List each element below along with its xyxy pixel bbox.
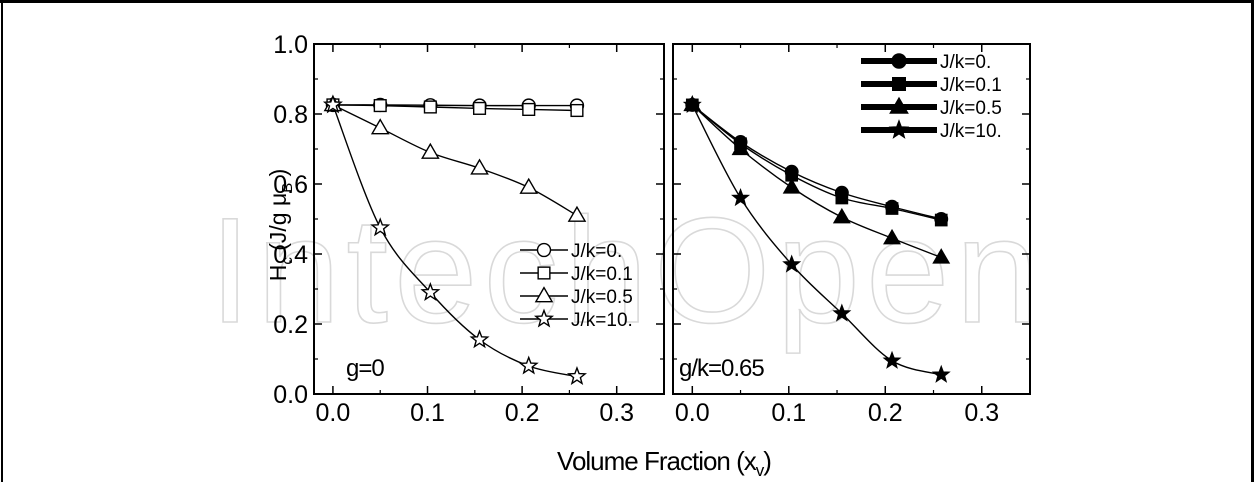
x-tick-label: 0.2	[505, 399, 540, 427]
data-point	[832, 303, 852, 322]
x-tick-label: 0.1	[771, 399, 806, 427]
data-point	[421, 142, 440, 159]
data-point	[883, 228, 901, 245]
y-axis: 0.0 0.2 0.4 0.6 0.8 1.0	[273, 31, 664, 409]
data-point	[370, 118, 390, 135]
data-point	[885, 202, 899, 215]
y-tick-label: 0.4	[273, 241, 308, 269]
series-square	[326, 98, 584, 118]
data-point	[373, 99, 387, 113]
data-point	[423, 100, 437, 114]
legend-marker-star	[533, 308, 555, 328]
legend-label: J/k=0.1	[940, 75, 1002, 96]
legend-label: J/k=0.	[940, 52, 991, 73]
x-axis: 0.0 0.1 0.2 0.3	[316, 44, 634, 427]
data-point	[782, 254, 802, 273]
legend: J/k=0.J/k=0.1J/k=0.5J/k=10.	[861, 52, 1002, 142]
legend-label: J/k=0.	[571, 241, 622, 262]
data-point	[782, 178, 801, 194]
y-tick-label: 0.2	[273, 311, 308, 339]
panel-label: g=0	[346, 355, 384, 382]
data-point	[731, 139, 750, 156]
data-point	[519, 177, 539, 194]
legend-marker-circle	[891, 53, 907, 69]
data-point	[570, 103, 584, 118]
legend-marker-square	[537, 266, 551, 280]
panel-left: 0.0 0.1 0.2 0.30.00.20.40.60.81.0J/k=0.J/k=…	[273, 31, 665, 427]
data-point	[934, 213, 948, 227]
x-tick-label: 0.0	[675, 399, 710, 427]
data-point	[731, 188, 751, 207]
data-point	[522, 102, 536, 116]
legend-marker-square	[892, 77, 906, 91]
y-tick-label: 0.0	[273, 381, 308, 409]
legend-marker-star	[888, 119, 910, 139]
x-axis: 0.0 0.1 0.2 0.3	[675, 44, 999, 427]
data-point	[566, 365, 587, 386]
legend-label: J/k=10.	[940, 121, 1002, 142]
y-tick-label: 0.6	[273, 171, 308, 199]
data-point	[469, 329, 490, 349]
legend-marker-triangle	[889, 96, 909, 114]
data-point	[832, 207, 851, 224]
legend-label: J/k=0.5	[571, 287, 633, 308]
legend-label: J/k=0.1	[571, 264, 633, 285]
series-star	[322, 94, 587, 386]
panel-label: g/k=0.65	[679, 355, 764, 382]
data-point	[882, 350, 902, 369]
data-point	[420, 281, 441, 302]
panel-right: 0.0 0.1 0.2 0.3 J/k=0.J/k=0.1J/k=0.5J/k=10. g…	[672, 43, 1031, 427]
data-point	[470, 158, 489, 175]
data-point	[682, 94, 702, 113]
watermark: IntechOpen	[209, 186, 1045, 354]
y-tick-label: 1.0	[273, 31, 308, 59]
legend-marker-circle	[536, 242, 552, 258]
y-axis	[673, 43, 1030, 395]
data-point	[518, 355, 539, 375]
series-triangle	[683, 95, 951, 264]
x-tick-label: 0.1	[410, 399, 445, 427]
data-point	[370, 217, 391, 237]
data-point	[835, 191, 849, 205]
data-point	[931, 364, 951, 383]
legend-label: J/k=10.	[571, 310, 633, 331]
data-point	[932, 248, 951, 264]
x-tick-label: 0.3	[964, 399, 999, 427]
x-tick-label: 0.0	[316, 399, 351, 427]
x-axis-title: Volume Fraction (xv)	[557, 446, 771, 480]
legend-marker-triangle	[534, 286, 554, 303]
data-point	[322, 94, 343, 114]
data-point	[567, 205, 587, 222]
x-tick-label: 0.2	[868, 399, 903, 427]
y-axis-title: Hc (J/g μB )	[265, 169, 296, 282]
data-point	[472, 101, 487, 115]
legend-label: J/k=0.5	[940, 98, 1002, 119]
series-star	[682, 94, 951, 383]
legend: J/k=0.J/k=0.1J/k=0.5J/k=10.	[520, 241, 633, 331]
x-tick-label: 0.3	[599, 399, 634, 427]
y-tick-label: 0.8	[273, 101, 308, 129]
